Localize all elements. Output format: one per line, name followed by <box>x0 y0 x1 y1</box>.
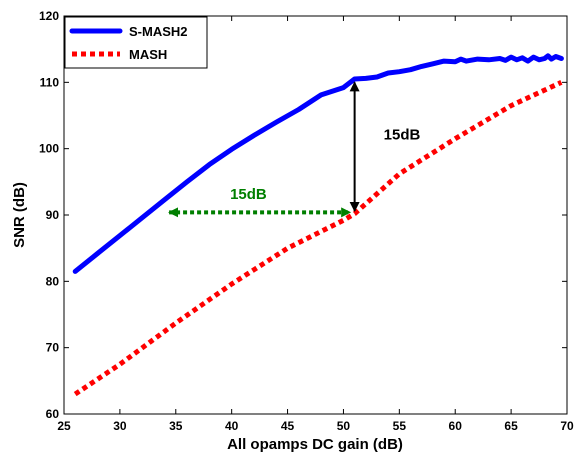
y-axis-label: SNR (dB) <box>11 182 28 248</box>
x-tick-label: 70 <box>560 419 574 433</box>
y-tick-label: 60 <box>46 407 60 421</box>
legend-label-mash: MASH <box>129 47 167 62</box>
legend-label-s-mash2: S-MASH2 <box>129 24 188 39</box>
x-tick-label: 55 <box>393 419 407 433</box>
x-tick-label: 40 <box>225 419 239 433</box>
legend-box <box>64 16 208 69</box>
y-tick-label: 100 <box>39 142 59 156</box>
y-tick-label: 70 <box>46 341 60 355</box>
x-tick-label: 30 <box>113 419 127 433</box>
tick-layer: 25 30 35 40 45 50 55 60 65 70 60 70 80 90 100 110 120 <box>39 9 574 433</box>
legend: S-MASH2 MASH <box>64 16 208 69</box>
plot-frame <box>63 15 568 415</box>
x-tick-label: 35 <box>169 419 183 433</box>
x-tick-label: 25 <box>57 419 71 433</box>
annotation-label: 15dB <box>384 126 421 143</box>
x-tick-label: 45 <box>281 419 295 433</box>
y-tick-label: 120 <box>39 9 59 23</box>
x-tick-label: 65 <box>504 419 518 433</box>
annotation-layer: 15dB 15dB <box>168 81 421 218</box>
plot-background <box>64 16 567 414</box>
y-tick-label: 110 <box>40 75 60 89</box>
x-tick-label: 60 <box>449 419 463 433</box>
x-axis-label: All opamps DC gain (dB) <box>227 436 403 453</box>
annotation-label: 15dB <box>230 186 267 203</box>
y-tick-label: 90 <box>46 208 60 222</box>
y-tick-label: 80 <box>46 274 60 288</box>
series-line-s-mash2 <box>72 53 564 274</box>
series-line-mash <box>73 80 563 397</box>
series-layer <box>72 53 564 397</box>
x-tick-label: 50 <box>337 419 351 433</box>
